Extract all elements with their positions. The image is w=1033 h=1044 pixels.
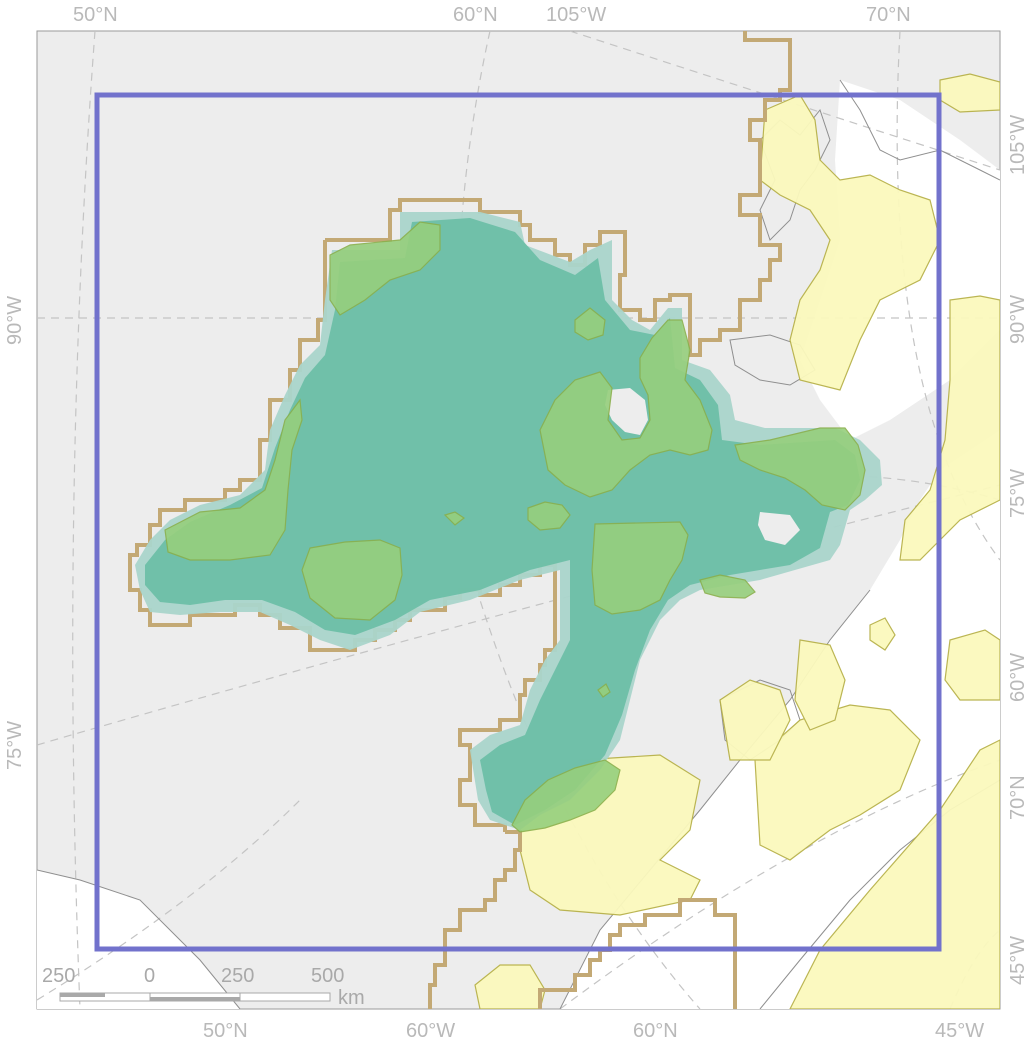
- scale-bar: [59, 992, 331, 1002]
- graticule-label-top-1: 50°N: [73, 4, 118, 26]
- graticule-label-right-6: 45°W: [1007, 935, 1029, 985]
- graticule-label-left-2: 75°W: [4, 720, 26, 770]
- graticule-label-bottom-4: 45°W: [935, 1020, 985, 1042]
- scale-bar-unit: km: [338, 987, 365, 1009]
- graticule-label-left-1: 90°W: [4, 295, 26, 345]
- graticule-label-right-5: 70°N: [1007, 775, 1029, 820]
- green-zones: [164, 221, 866, 833]
- graticule-label-top-3: 105°W: [546, 4, 607, 26]
- scale-bar-tick-1: 250: [42, 965, 76, 987]
- graticule-label-right-2: 90°W: [1007, 294, 1029, 344]
- yellow-zones: [474, 73, 1000, 1009]
- study-bounding-box: [94, 92, 942, 952]
- core-area: [145, 218, 860, 825]
- graticule-label-bottom-3: 60°N: [633, 1020, 678, 1042]
- graticule-label-right-4: 60°W: [1007, 652, 1029, 702]
- core-holes: [605, 388, 800, 545]
- graticule-label-top-4: 70°N: [866, 4, 911, 26]
- scale-bar-tick-3: 250: [221, 965, 255, 987]
- scale-bar-tick-2: 0: [144, 965, 156, 987]
- graticule-label-right-1: 105°W: [1007, 114, 1029, 175]
- ocean-area-sw: [37, 870, 240, 1009]
- graticule-label-bottom-2: 60°W: [406, 1020, 456, 1042]
- scale-bar-tick-4: 500: [311, 965, 345, 987]
- graticule-label-right-3: 75°W: [1007, 468, 1029, 518]
- graticule-label-bottom-1: 50°N: [203, 1020, 248, 1042]
- graticule-label-top-2: 60°N: [453, 4, 498, 26]
